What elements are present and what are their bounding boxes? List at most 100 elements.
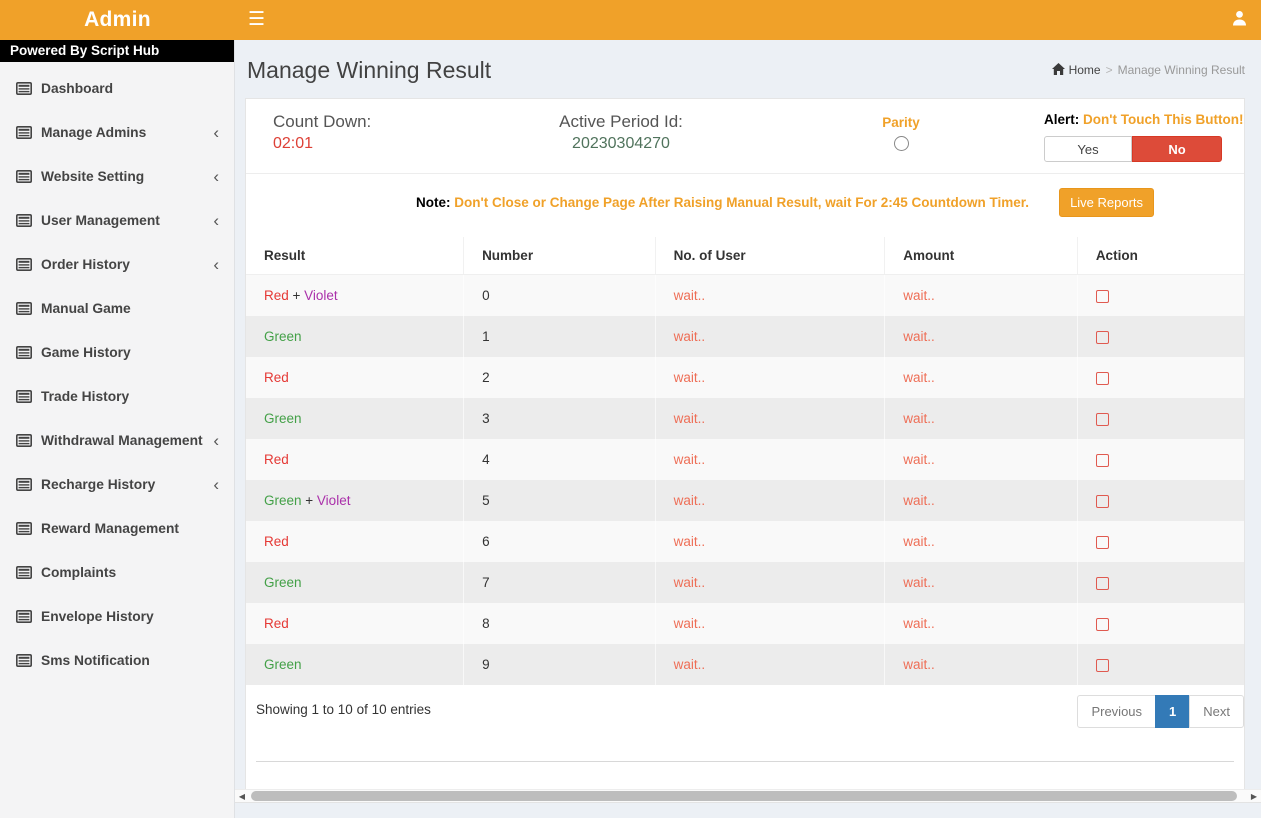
note-text: Note: Don't Close or Change Page After R… (416, 195, 1029, 210)
pagination-next[interactable]: Next (1189, 695, 1244, 728)
result-cell: Red + Violet (246, 275, 464, 317)
parity-label: Parity (882, 115, 920, 130)
manage-result-panel: Count Down: 02:01 Active Period Id: 2023… (245, 98, 1245, 803)
result-checkbox[interactable] (1095, 576, 1109, 590)
page-title: Manage Winning Result (247, 56, 492, 83)
hamburger-menu-icon[interactable]: ☰ (248, 9, 266, 30)
sidebar-item-complaints[interactable]: Complaints (0, 550, 234, 594)
sidebar-item-website-setting[interactable]: Website Setting ‹ (0, 154, 234, 198)
number-cell: 4 (463, 439, 656, 480)
sidebar-item-label: Envelope History (41, 608, 154, 624)
breadcrumb-home-link[interactable]: Home (1051, 62, 1101, 78)
yes-button[interactable]: Yes (1044, 136, 1132, 162)
result-part: Green (264, 493, 302, 508)
countdown-section: Count Down: 02:01 (246, 112, 476, 162)
sidebar-item-reward-management[interactable]: Reward Management (0, 506, 234, 550)
countdown-value: 02:01 (273, 135, 314, 152)
sidebar-item-recharge-history[interactable]: Recharge History ‹ (0, 462, 234, 506)
parity-radio[interactable] (893, 136, 909, 151)
sidebar-menu: Dashboard Manage Admins ‹ Website Setting ‹ U… (0, 66, 234, 682)
result-part: + (288, 288, 305, 303)
top-navbar: Admin ☰ (0, 0, 1261, 40)
result-cell: Red (246, 357, 464, 398)
list-icon (16, 609, 32, 623)
users-cell: wait.. (654, 316, 885, 357)
breadcrumb: Home > Manage Winning Result (1051, 62, 1245, 78)
result-checkbox[interactable] (1095, 535, 1109, 549)
pagination-previous[interactable]: Previous (1077, 695, 1157, 728)
chevron-left-icon: ‹ (213, 122, 219, 142)
no-button[interactable]: No (1132, 136, 1222, 162)
col-number: Number (463, 237, 656, 275)
sidebar-item-envelope-history[interactable]: Envelope History (0, 594, 234, 638)
result-part: Red (264, 452, 289, 467)
sidebar-item-order-history[interactable]: Order History ‹ (0, 242, 234, 286)
result-checkbox[interactable] (1095, 494, 1109, 508)
sidebar-item-manual-game[interactable]: Manual Game (0, 286, 234, 330)
result-checkbox[interactable] (1095, 289, 1109, 303)
list-icon (16, 125, 32, 139)
action-cell (1076, 357, 1244, 398)
result-cell: Green (246, 644, 464, 685)
note-row: Note: Don't Close or Change Page After R… (246, 174, 1244, 230)
result-checkbox[interactable] (1095, 453, 1109, 467)
live-reports-button[interactable]: Live Reports (1059, 187, 1155, 217)
sidebar-item-sms-notification[interactable]: Sms Notification (0, 638, 234, 682)
result-cell: Green (246, 398, 464, 439)
table-header-row: Result Number No. of User Amount Action (246, 237, 1244, 275)
user-menu-button[interactable] (1217, 0, 1261, 40)
col-action: Action (1076, 237, 1244, 275)
amount-cell: wait.. (884, 439, 1078, 480)
chevron-left-icon: ‹ (213, 430, 219, 450)
alert-warning-text: Don't Touch This Button! (1083, 112, 1244, 127)
number-cell: 1 (463, 316, 656, 357)
sidebar-item-label: Website Setting (41, 168, 145, 184)
amount-cell: wait.. (884, 521, 1078, 562)
result-checkbox[interactable] (1095, 617, 1109, 631)
table-row: Green 1 wait.. wait.. (246, 316, 1244, 357)
result-cell: Green + Violet (246, 480, 464, 521)
result-part: Red (264, 370, 289, 385)
sidebar-item-withdrawal-management[interactable]: Withdrawal Management ‹ (0, 418, 234, 462)
active-period-value: 20230304270 (572, 135, 670, 152)
result-part: Red (264, 288, 289, 303)
sidebar-item-trade-history[interactable]: Trade History (0, 374, 234, 418)
horizontal-scrollbar[interactable]: ◀ ▶ (235, 789, 1261, 803)
alert-toggle-group: Yes No (1044, 136, 1222, 162)
sidebar-item-user-management[interactable]: User Management ‹ (0, 198, 234, 242)
result-checkbox[interactable] (1095, 330, 1109, 344)
sidebar-item-label: Withdrawal Management (41, 432, 203, 448)
list-icon (16, 213, 32, 227)
sidebar-item-label: Recharge History (41, 476, 156, 492)
result-checkbox[interactable] (1095, 371, 1109, 385)
sidebar-item-game-history[interactable]: Game History (0, 330, 234, 374)
amount-cell: wait.. (884, 274, 1078, 316)
result-part: Violet (304, 288, 338, 303)
sidebar-item-manage-admins[interactable]: Manage Admins ‹ (0, 110, 234, 154)
table-footer: Showing 1 to 10 of 10 entries Previous 1… (246, 685, 1244, 728)
amount-cell: wait.. (884, 316, 1078, 357)
sidebar-item-label: Game History (41, 344, 131, 360)
note-label: Note: (416, 194, 451, 210)
list-icon (16, 653, 32, 667)
table-row: Green 3 wait.. wait.. (246, 398, 1244, 439)
action-cell (1076, 644, 1244, 685)
breadcrumb-current: Manage Winning Result (1117, 63, 1245, 77)
scrollbar-thumb[interactable] (251, 791, 1237, 801)
sidebar-item-dashboard[interactable]: Dashboard (0, 66, 234, 110)
result-checkbox[interactable] (1095, 658, 1109, 672)
breadcrumb-home-label: Home (1068, 63, 1101, 77)
result-checkbox[interactable] (1095, 412, 1109, 426)
number-cell: 3 (463, 398, 656, 439)
list-icon (16, 301, 32, 315)
chevron-left-icon: ‹ (213, 254, 219, 274)
sidebar-item-label: Dashboard (41, 80, 114, 96)
list-icon (16, 477, 32, 491)
scroll-right-arrow-icon[interactable]: ▶ (1250, 791, 1258, 801)
pagination-page-1[interactable]: 1 (1155, 695, 1191, 728)
active-period-section: Active Period Id: 20230304270 (476, 112, 766, 162)
scroll-left-arrow-icon[interactable]: ◀ (238, 791, 246, 801)
users-cell: wait.. (654, 357, 885, 398)
action-cell (1076, 274, 1244, 316)
active-period-label: Active Period Id: (559, 112, 683, 131)
